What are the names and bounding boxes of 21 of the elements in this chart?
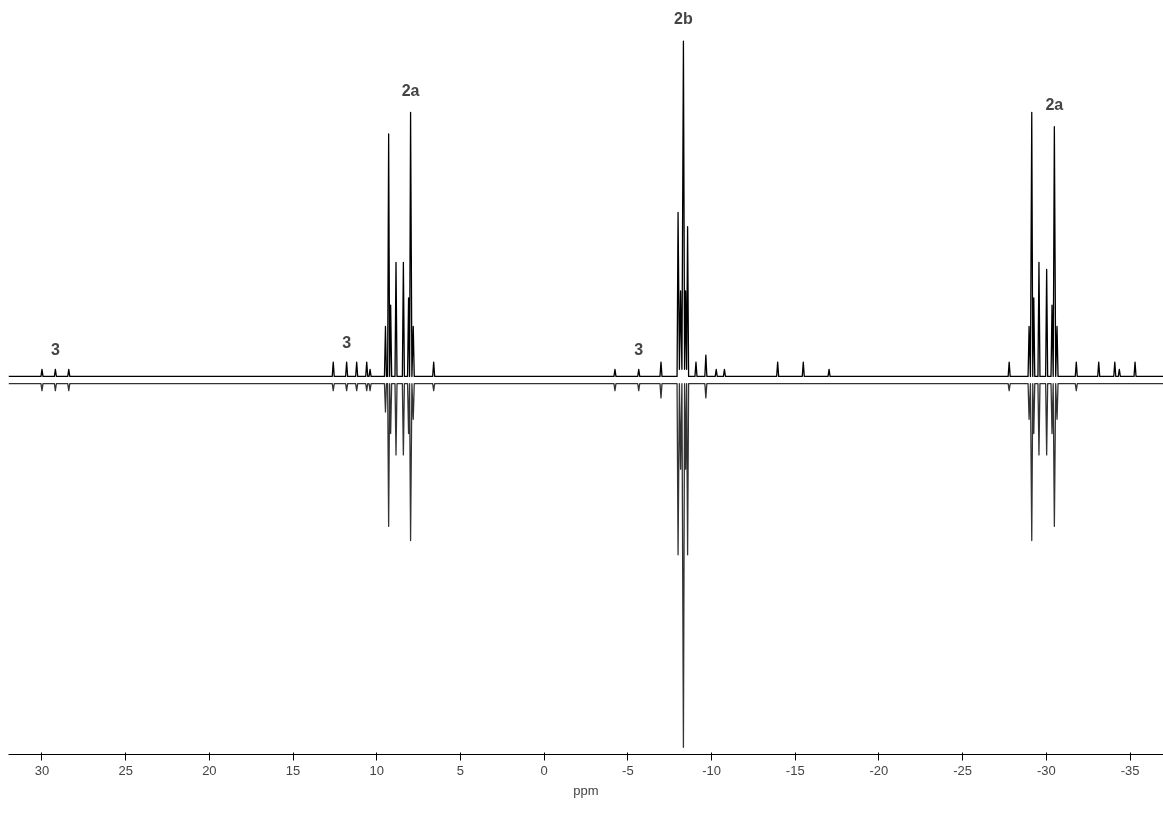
x-tick-label: -35	[1120, 762, 1140, 778]
x-tick-label: 30	[34, 762, 50, 778]
x-tick-label: 20	[202, 762, 217, 778]
x-tick-label: 0	[540, 762, 548, 778]
x-tick-label: -5	[622, 762, 634, 778]
annotation: 2b	[674, 10, 693, 28]
annotation: 3	[342, 334, 352, 352]
x-tick-label: 15	[285, 762, 301, 778]
annotation: 3	[50, 341, 60, 359]
x-axis-title: ppm	[573, 782, 599, 798]
x-tick-label: -25	[953, 762, 973, 778]
x-tick-label: -10	[702, 762, 721, 778]
x-tick-label: -30	[1036, 762, 1056, 778]
x-tick-label: -20	[869, 762, 889, 778]
x-tick-label: 25	[118, 762, 133, 778]
x-tick-label: 5	[456, 762, 465, 778]
x-tick-label: 10	[369, 762, 384, 778]
annotation: 3	[634, 341, 644, 359]
x-tick-label: -15	[785, 762, 805, 778]
annotation: 2a	[401, 81, 420, 99]
annotation: 2a	[1045, 95, 1064, 113]
